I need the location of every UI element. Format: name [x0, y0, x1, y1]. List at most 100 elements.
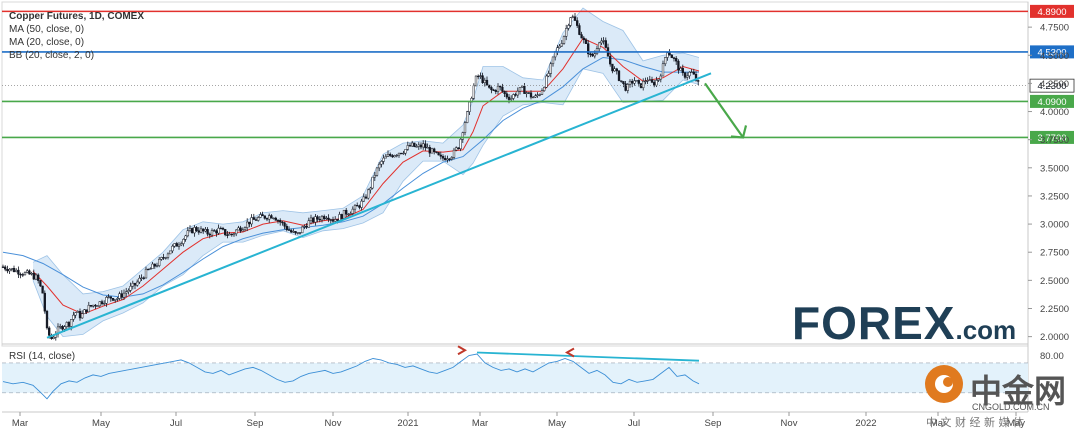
- price-candle-body: [549, 63, 552, 74]
- price-candle-body: [76, 311, 79, 313]
- price-candle-body: [303, 225, 306, 228]
- price-candle-body: [206, 229, 209, 235]
- chart-title: Copper Futures, 1D, COMEX: [9, 11, 145, 22]
- price-candle-body: [598, 42, 601, 49]
- price-candle-body: [461, 132, 464, 140]
- price-candle-body: [4, 266, 7, 270]
- price-candle-body: [364, 196, 368, 199]
- x-tick-label: Nov: [325, 418, 342, 429]
- price-candle-body: [408, 145, 412, 147]
- price-candle-body: [111, 298, 115, 301]
- price-candle-body: [697, 80, 700, 82]
- price-candle-body: [512, 94, 515, 99]
- price-candle-body: [248, 221, 251, 225]
- price-candle-body: [52, 336, 55, 339]
- price-candle-body: [540, 90, 544, 95]
- price-candle-body: [648, 79, 651, 81]
- price-candle-body: [210, 230, 214, 236]
- price-candle-body: [144, 268, 148, 279]
- current-price-label: 4.2300: [1037, 81, 1066, 92]
- y-tick-label: 3.0000: [1040, 220, 1069, 231]
- price-candle-body: [620, 80, 623, 82]
- price-candle-body: [195, 227, 198, 231]
- price-candle-body: [63, 326, 66, 330]
- price-candle-body: [657, 78, 660, 81]
- price-candle-body: [252, 217, 255, 220]
- price-candle-body: [318, 218, 321, 221]
- price-candle-body: [543, 87, 546, 91]
- price-candle-body: [514, 94, 517, 96]
- price-candle-body: [270, 215, 273, 219]
- price-candle-body: [472, 85, 475, 99]
- price-candle-body: [23, 272, 27, 276]
- price-candle-body: [125, 291, 128, 294]
- x-tick-label: Mar: [12, 418, 28, 429]
- price-candle-body: [631, 80, 634, 84]
- price-candle-body: [516, 90, 519, 96]
- price-candle-body: [400, 152, 403, 155]
- price-candle-body: [142, 277, 145, 279]
- price-candle-body: [96, 305, 99, 307]
- price-candle-body: [681, 67, 684, 74]
- price-candle-body: [538, 94, 541, 96]
- y-tick-label: 4.2500: [1040, 79, 1069, 90]
- price-candle-body: [422, 143, 425, 148]
- price-candle-body: [153, 263, 156, 267]
- price-candle-body: [105, 297, 108, 304]
- price-candle-body: [551, 56, 555, 65]
- x-tick-label: Jul: [170, 418, 182, 429]
- price-candle-body: [160, 257, 163, 260]
- price-candle-body: [30, 272, 33, 275]
- price-candle-body: [373, 175, 376, 178]
- price-candle-body: [617, 70, 621, 81]
- price-candle-body: [39, 280, 42, 287]
- rsi-peak-marker: [457, 345, 468, 356]
- price-candle-body: [100, 301, 104, 305]
- x-tick-label: May: [1007, 418, 1025, 429]
- x-tick-label: May: [92, 418, 110, 429]
- price-candle-body: [435, 151, 438, 153]
- bollinger-band-fill: [33, 8, 699, 337]
- price-candle-body: [428, 147, 431, 154]
- price-candle-body: [21, 274, 24, 276]
- price-candle-body: [281, 221, 284, 224]
- rsi-panel: 80.00: [2, 345, 1064, 400]
- price-candle-body: [290, 230, 293, 233]
- price-candle-body: [301, 226, 304, 234]
- ma50-line: [2, 56, 699, 298]
- price-candle-body: [413, 142, 416, 147]
- price-candle-body: [450, 157, 453, 160]
- price-candle-body: [358, 205, 361, 208]
- price-candle-body: [45, 310, 49, 329]
- price-candle-body: [439, 154, 442, 157]
- price-candle-body: [481, 75, 484, 83]
- price-candle-body: [611, 63, 614, 72]
- price-candle-body: [6, 268, 9, 272]
- price-candle-body: [692, 71, 695, 75]
- price-candle-body: [501, 86, 504, 92]
- price-candle-body: [602, 40, 605, 42]
- price-candle-body: [384, 156, 387, 159]
- price-candle-body: [89, 304, 93, 307]
- price-candle-body: [114, 299, 117, 301]
- price-candle-body: [382, 157, 385, 162]
- price-candle-body: [496, 85, 500, 92]
- price-candle-body: [587, 43, 590, 55]
- price-candle-body: [499, 85, 502, 88]
- price-candle-body: [219, 227, 222, 230]
- price-candle-body: [312, 217, 315, 223]
- price-candle-body: [175, 243, 178, 247]
- bollinger-band-layer: [32, 7, 700, 338]
- price-candle-body: [340, 214, 343, 219]
- price-candle-body: [419, 144, 423, 148]
- price-candle-body: [644, 80, 647, 83]
- price-candle-body: [474, 75, 478, 87]
- price-candle-body: [466, 111, 469, 123]
- price-candle-body: [448, 158, 451, 160]
- price-candle-body: [213, 230, 216, 232]
- price-candle-body: [664, 57, 667, 65]
- price-candle-body: [241, 229, 244, 232]
- price-candle-body: [494, 90, 497, 92]
- y-tick-label: 4.5000: [1040, 51, 1069, 62]
- price-candle-body: [441, 156, 445, 159]
